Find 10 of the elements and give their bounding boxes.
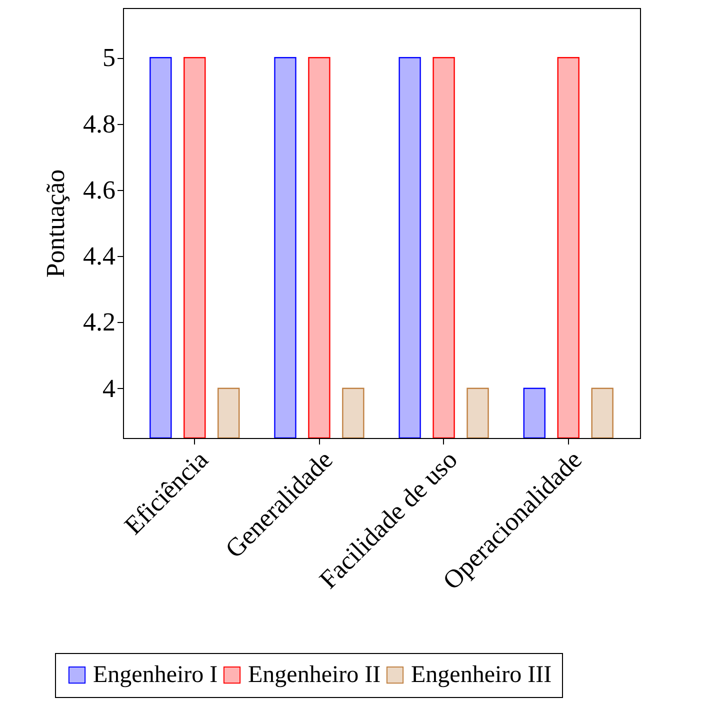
legend-label: Engenheiro II xyxy=(248,662,381,688)
y-tick-label: 5 xyxy=(102,43,116,72)
legend-label: Engenheiro III xyxy=(411,662,552,688)
y-axis-title: Pontuação xyxy=(41,169,70,278)
legend-label: Engenheiro I xyxy=(93,662,218,688)
y-tick-label: 4.6 xyxy=(83,175,116,204)
y-tick-label: 4 xyxy=(102,374,116,403)
y-tick-label: 4.8 xyxy=(83,109,116,138)
y-tick-label: 4.2 xyxy=(83,308,116,337)
y-tick-label: 4.4 xyxy=(83,242,116,271)
